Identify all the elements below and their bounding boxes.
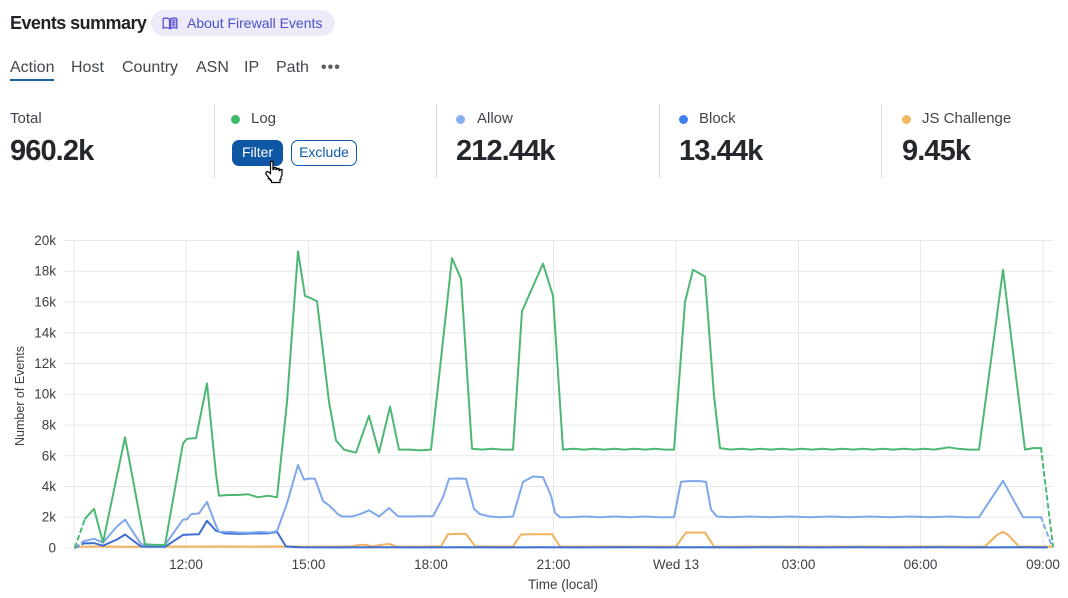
svg-text:12:00: 12:00	[169, 557, 203, 572]
svg-text:0: 0	[48, 541, 56, 556]
svg-text:6k: 6k	[42, 448, 57, 463]
svg-text:Time (local): Time (local)	[528, 577, 598, 592]
svg-text:4k: 4k	[42, 479, 57, 494]
svg-text:Wed 13: Wed 13	[653, 557, 699, 572]
svg-text:15:00: 15:00	[292, 557, 326, 572]
svg-text:18:00: 18:00	[414, 557, 448, 572]
svg-text:12k: 12k	[34, 356, 56, 371]
svg-text:8k: 8k	[42, 418, 57, 433]
svg-text:20k: 20k	[34, 233, 56, 248]
svg-text:2k: 2k	[42, 510, 57, 525]
svg-text:06:00: 06:00	[904, 557, 938, 572]
svg-text:10k: 10k	[34, 387, 56, 402]
svg-text:18k: 18k	[34, 264, 56, 279]
svg-text:09:00: 09:00	[1026, 557, 1060, 572]
svg-text:Number of Events: Number of Events	[13, 346, 27, 446]
svg-text:14k: 14k	[34, 325, 56, 340]
svg-text:03:00: 03:00	[782, 557, 816, 572]
svg-text:21:00: 21:00	[537, 557, 571, 572]
svg-text:16k: 16k	[34, 295, 56, 310]
